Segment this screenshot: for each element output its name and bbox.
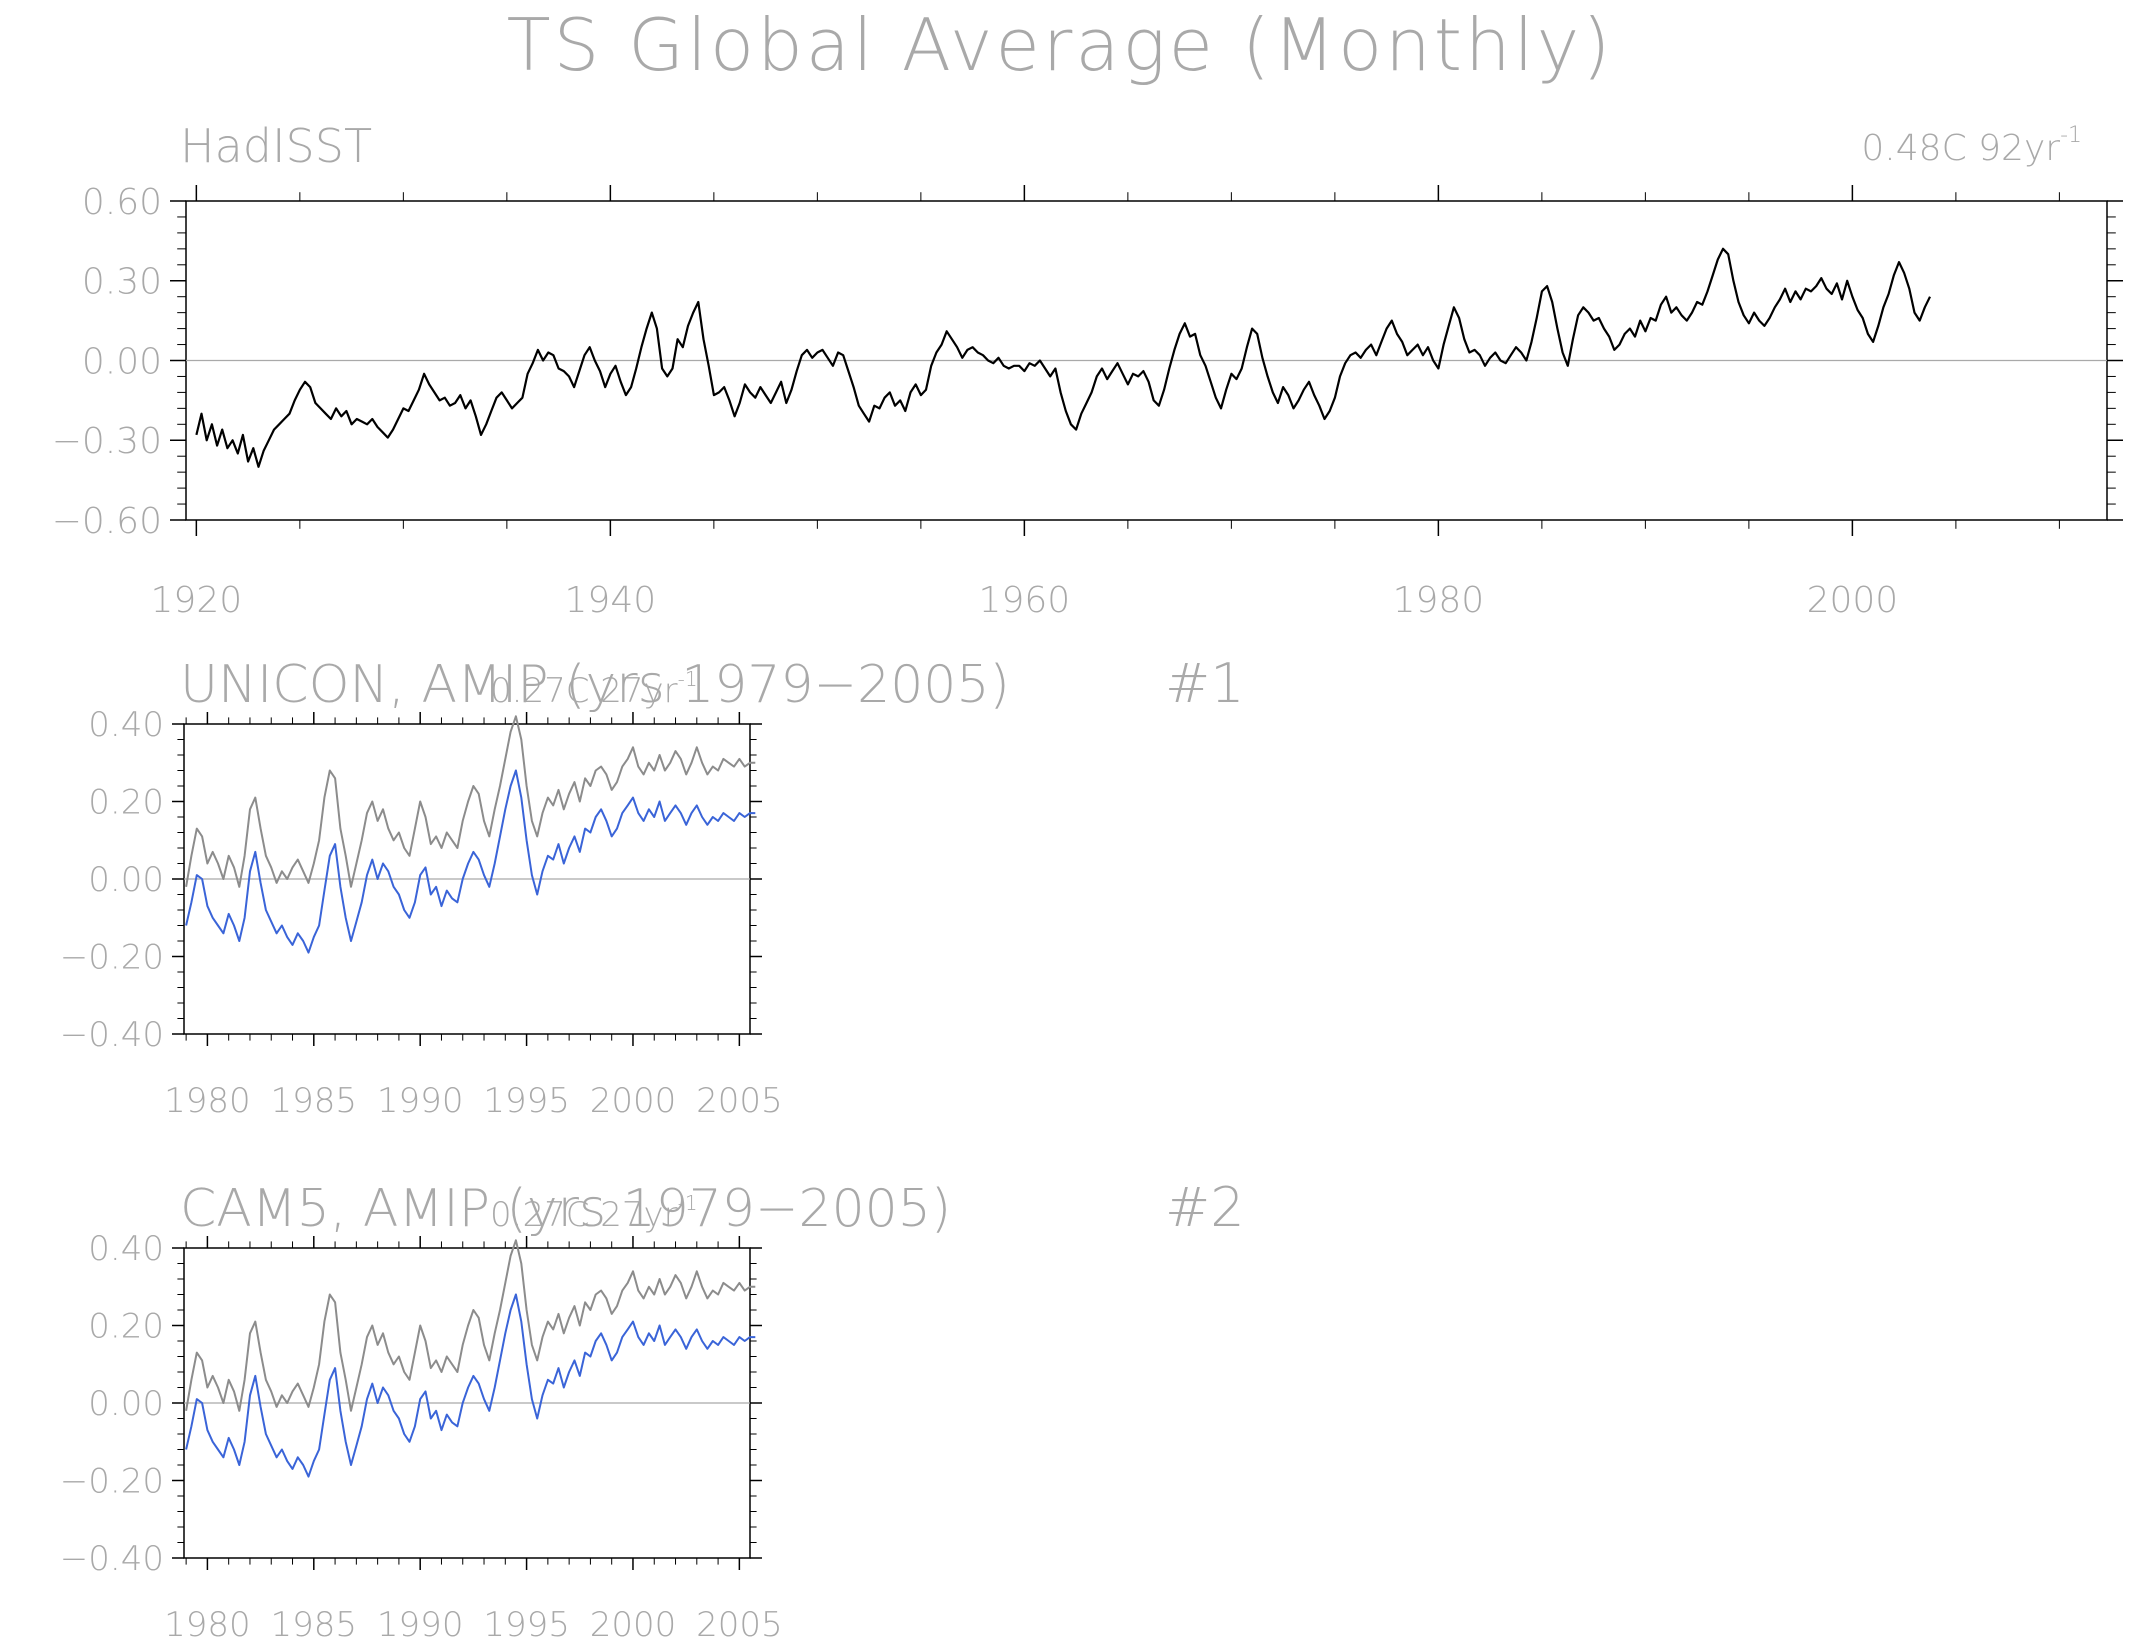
y-tick-label: 0.00 <box>88 1384 164 1424</box>
x-tick-label: 2000 <box>1807 580 1899 621</box>
y-tick-label: 0.30 <box>82 262 162 303</box>
x-tick-label: 1920 <box>151 580 243 621</box>
trend-value-unicon: 0.27C 27yr <box>490 671 678 711</box>
panel-title-unicon: UNICON, AMIP (yrs 1979−2005) <box>180 655 1010 715</box>
y-tick-label: −0.20 <box>60 1462 164 1502</box>
y-tick-label: −0.60 <box>52 501 162 542</box>
x-tick-label: 1995 <box>483 1605 570 1640</box>
y-tick-label: −0.40 <box>60 1539 164 1579</box>
x-tick-label: 1990 <box>377 1605 464 1640</box>
series-line-obs_ref <box>185 1239 756 1412</box>
x-tick-label: 1980 <box>164 1605 251 1640</box>
x-tick-label: 2000 <box>590 1081 677 1121</box>
y-tick-label: −0.30 <box>52 421 162 462</box>
y-tick-label: 0.20 <box>88 1307 164 1347</box>
x-tick-label: 1995 <box>483 1081 570 1121</box>
series-line-obs_ref <box>185 715 756 888</box>
panel-title-cam5: CAM5, AMIP (yrs 1979−2005) <box>180 1179 951 1239</box>
panel-title-hadisst: HadISST <box>180 119 372 173</box>
series-line-obs <box>195 247 1931 468</box>
ticks-hadisst: 0.60 0.30 0.00 −0.30 −0.60 1920 1940 1960 1980 20… <box>52 182 2123 621</box>
series-layer-hadisst <box>195 247 1931 468</box>
trend-value-cam5: 0.27C 27yr <box>490 1195 678 1235</box>
y-tick-label: −0.40 <box>60 1015 164 1055</box>
x-tick-label: 1985 <box>271 1605 358 1640</box>
series-layer-cam5 <box>185 1239 756 1478</box>
y-tick-label: 0.00 <box>82 341 162 382</box>
panel-number-unicon: #1 <box>1165 652 1245 715</box>
y-tick-label: 0.40 <box>88 1229 164 1269</box>
trend-value-hadisst: 0.48C 92yr <box>1861 128 2060 169</box>
x-tick-label: 2005 <box>696 1605 783 1640</box>
x-tick-label: 1940 <box>565 580 657 621</box>
trend-label-hadisst: 0.48C 92yr-1 <box>1861 123 2082 169</box>
panel-cam5: CAM5, AMIP (yrs 1979−2005) 0.27C 27yr-1 … <box>60 1176 1245 1640</box>
panel-hadisst: HadISST 0.48C 92yr-1 0.60 0.30 0.00 −0.30 −0… <box>52 119 2123 621</box>
figure-title: TS Global Average (Monthly) <box>507 3 1614 87</box>
x-tick-label: 1985 <box>271 1081 358 1121</box>
x-tick-label: 1990 <box>377 1081 464 1121</box>
trend-label-cam5: 0.27C 27yr-1 <box>490 1191 698 1235</box>
series-line-model <box>185 769 756 954</box>
x-tick-label: 1980 <box>164 1081 251 1121</box>
x-tick-label: 1960 <box>979 580 1071 621</box>
x-tick-label: 1980 <box>1393 580 1485 621</box>
trend-exponent-unicon: -1 <box>678 667 698 691</box>
y-tick-label: −0.20 <box>60 938 164 978</box>
y-tick-label: 0.00 <box>88 860 164 900</box>
trend-label-unicon: 0.27C 27yr-1 <box>490 667 698 711</box>
y-tick-label: 0.20 <box>88 783 164 823</box>
trend-exponent-cam5: -1 <box>678 1191 698 1215</box>
y-tick-label: 0.60 <box>82 182 162 223</box>
series-layer-unicon <box>185 715 756 954</box>
panel-unicon: UNICON, AMIP (yrs 1979−2005) 0.27C 27yr-… <box>60 652 1245 1121</box>
series-line-model <box>185 1293 756 1478</box>
y-tick-label: 0.40 <box>88 705 164 745</box>
panel-number-cam5: #2 <box>1165 1176 1245 1239</box>
x-tick-label: 2000 <box>590 1605 677 1640</box>
x-tick-label: 2005 <box>696 1081 783 1121</box>
trend-exponent-hadisst: -1 <box>2060 123 2082 148</box>
